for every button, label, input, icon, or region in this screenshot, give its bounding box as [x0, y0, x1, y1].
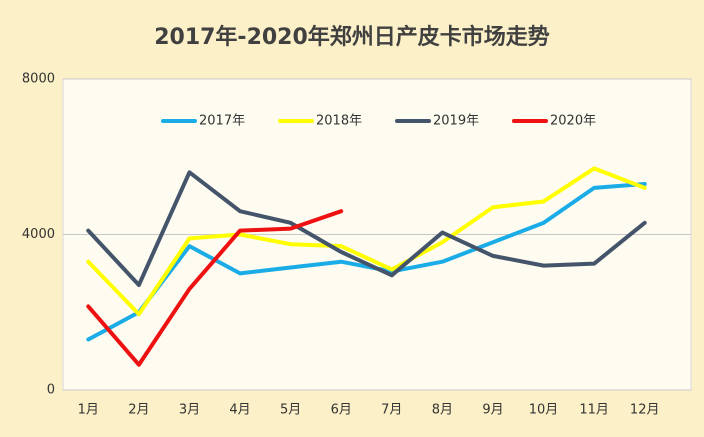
- series-line: [86, 170, 647, 288]
- x-tick-label: 7月: [381, 403, 402, 418]
- y-tick-label: 0: [47, 383, 55, 398]
- chart-title: 2017年-2020年郑州日产皮卡市场走势: [154, 24, 550, 50]
- x-tick-label: 4月: [229, 403, 250, 418]
- x-tick-label: 6月: [331, 403, 352, 418]
- x-tick-label: 12月: [630, 403, 660, 418]
- y-tick-label: 4000: [22, 227, 55, 242]
- x-tick-label: 11月: [579, 403, 609, 418]
- x-tick-label: 10月: [529, 403, 559, 418]
- y-tick-label: 8000: [22, 72, 55, 87]
- legend-label: 2019年: [433, 114, 479, 129]
- x-tick-label: 1月: [78, 403, 99, 418]
- legend-label: 2017年: [199, 114, 245, 129]
- legend-label: 2020年: [550, 114, 596, 129]
- x-tick-label: 9月: [482, 403, 503, 418]
- x-tick-label: 5月: [280, 403, 301, 418]
- series-line: [86, 166, 647, 317]
- x-tick-label: 2月: [128, 403, 149, 418]
- legend-label: 2018年: [316, 114, 362, 129]
- series-line: [86, 209, 344, 367]
- series-line: [86, 181, 647, 342]
- x-tick-label: 3月: [179, 403, 200, 418]
- x-tick-label: 8月: [432, 403, 453, 418]
